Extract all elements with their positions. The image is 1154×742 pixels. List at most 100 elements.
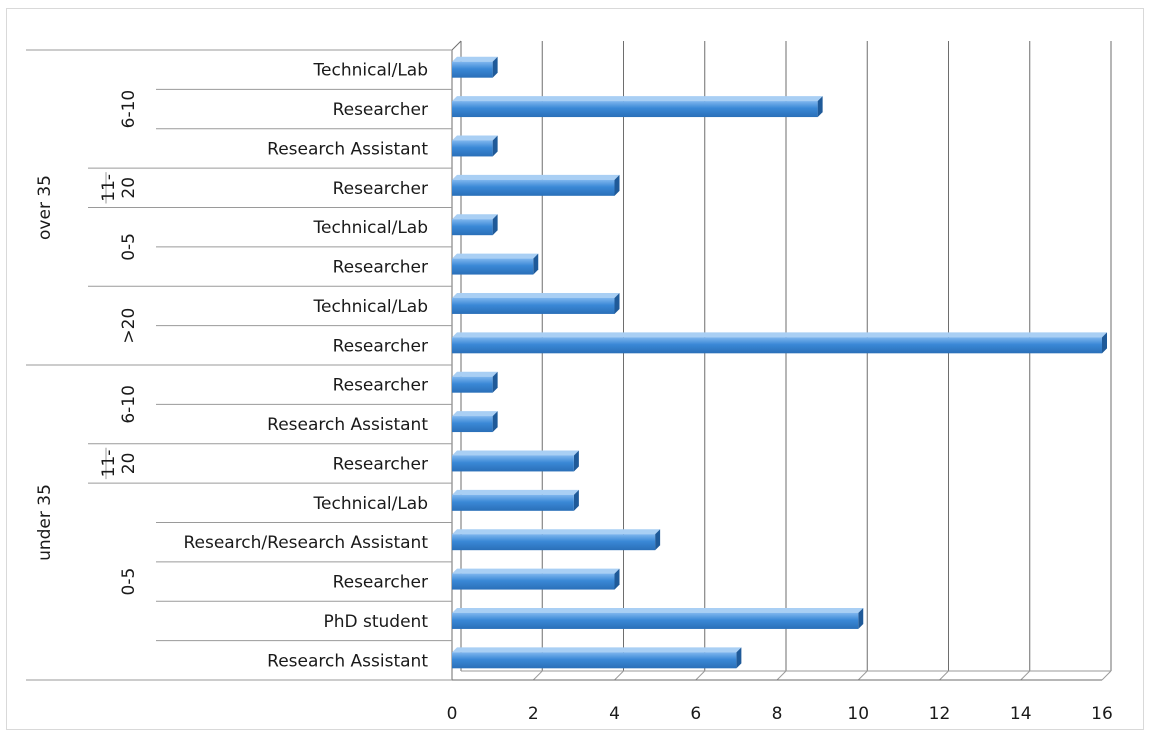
bar: [452, 534, 656, 551]
bar: [452, 494, 574, 511]
tenure-group-label-text: 0-5: [119, 233, 139, 261]
bar-top-face: [452, 568, 620, 574]
bar-side-face: [736, 647, 742, 669]
bar-side-face: [492, 371, 498, 393]
x-tick-label: 10: [847, 704, 869, 724]
gridline-floor: [939, 670, 949, 681]
bar-side-face: [817, 96, 823, 118]
bar-side-face: [614, 174, 620, 196]
bar-side-face: [492, 214, 498, 236]
x-tick-label: 8: [772, 704, 783, 724]
bar: [452, 140, 493, 157]
gridline-floor: [776, 670, 787, 681]
bar: [452, 652, 737, 669]
category-label: Research/Research Assistant: [183, 533, 428, 553]
bar: [452, 179, 615, 196]
x-tick-labels: 0 2 4 6 8 10 12 14 16: [447, 704, 1113, 724]
bar-top-face: [452, 56, 498, 62]
category-label: Research Assistant: [267, 415, 428, 435]
tenure-group-label-part: 20: [119, 177, 139, 199]
bar-side-face: [573, 489, 579, 511]
category-label: Researcher: [333, 336, 428, 356]
category-label: Technical/Lab: [313, 494, 428, 514]
gridline-floor: [532, 670, 543, 681]
tenure-group-label-text: 6-10: [119, 90, 139, 129]
bar-side-face: [858, 607, 864, 629]
bar-side-face: [533, 253, 539, 275]
category-label: Researcher: [333, 258, 428, 278]
bar: [452, 337, 1102, 354]
bar-side-face: [492, 411, 498, 433]
bar: [452, 219, 493, 236]
tenure-group-label: 6-10: [119, 90, 139, 129]
bars: [452, 56, 1107, 669]
bar-side-face: [655, 529, 661, 551]
gridline-floor: [695, 670, 706, 681]
category-label: Technical/Lab: [313, 61, 428, 81]
tenure-group-label: 11- 20: [99, 450, 139, 478]
bar: [452, 416, 493, 433]
gridline-floor: [1020, 670, 1031, 681]
bar-side-face: [1102, 332, 1107, 354]
bar-top-face: [452, 135, 498, 141]
tenure-group-label: 0-5: [119, 568, 139, 596]
bar-top-face: [452, 607, 864, 613]
age-group-label: over 35: [35, 175, 55, 240]
bar: [452, 612, 859, 629]
category-label: Researcher: [333, 573, 428, 593]
x-tick-label: 14: [1010, 704, 1032, 724]
x-tick-label: 12: [929, 704, 951, 724]
bar: [452, 61, 493, 78]
tenure-group-label-part: 11-: [99, 450, 119, 478]
bar-top-face: [452, 371, 498, 377]
bar-side-face: [492, 56, 498, 78]
gridline-floor: [1101, 670, 1112, 681]
tenure-group-label: 6-10: [119, 385, 139, 424]
axis-corner: [451, 40, 462, 51]
bar: [452, 297, 615, 314]
category-label: Researcher: [333, 376, 428, 396]
bar-top-face: [452, 332, 1107, 338]
tenure-group-label-part: 20: [119, 453, 139, 475]
category-label: Researcher: [333, 454, 428, 474]
x-tick-label: 16: [1091, 704, 1113, 724]
age-group-label: under 35: [35, 484, 55, 561]
tenure-group-label-text: >20: [119, 308, 139, 344]
gridline-floor: [857, 670, 868, 681]
page-border: [6, 8, 1144, 730]
tenure-group-label: 11- 20: [99, 174, 139, 202]
bar: [452, 376, 493, 393]
bar-side-face: [573, 450, 579, 472]
x-tick-label: 2: [528, 704, 539, 724]
category-labels: Technical/Lab Researcher Research Assistan…: [183, 61, 428, 672]
bar-top-face: [452, 647, 742, 653]
category-label: PhD student: [323, 612, 428, 632]
bar-top-face: [452, 253, 539, 259]
bar: [452, 101, 818, 118]
bar: [452, 573, 615, 590]
tenure-group-label-part: 11-: [99, 174, 119, 202]
category-label: Research Assistant: [267, 651, 428, 671]
x-tick-label: 0: [447, 704, 458, 724]
bar-top-face: [452, 529, 661, 535]
tenure-group-label: 0-5: [119, 233, 139, 261]
tenure-group-label: >20: [119, 308, 139, 344]
bar-side-face: [614, 292, 620, 314]
bar: [452, 455, 574, 472]
category-label: Technical/Lab: [313, 218, 428, 238]
category-label: Researcher: [333, 100, 428, 120]
x-tick-label: 4: [609, 704, 620, 724]
category-label: Research Assistant: [267, 139, 428, 159]
grid-lines: [532, 41, 1112, 681]
bar-top-face: [452, 292, 620, 298]
tenure-group-label-text: 0-5: [119, 568, 139, 596]
gridline-floor: [614, 670, 624, 681]
bar: [452, 258, 534, 275]
bar-top-face: [452, 411, 498, 417]
bar-side-face: [492, 135, 498, 157]
bar-side-face: [614, 568, 620, 590]
bar-top-face: [452, 450, 579, 456]
bar-top-face: [452, 489, 579, 495]
